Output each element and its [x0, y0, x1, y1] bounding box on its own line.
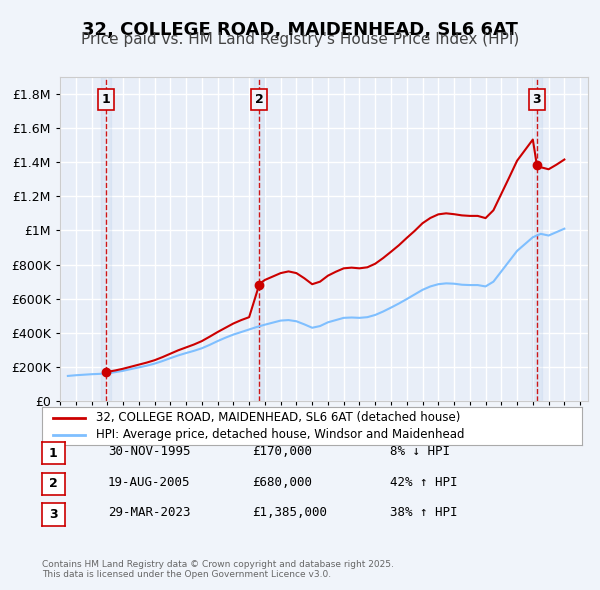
- Text: 19-AUG-2005: 19-AUG-2005: [108, 476, 191, 489]
- Text: 32, COLLEGE ROAD, MAIDENHEAD, SL6 6AT (detached house): 32, COLLEGE ROAD, MAIDENHEAD, SL6 6AT (d…: [96, 411, 460, 424]
- Text: 2: 2: [49, 477, 58, 490]
- Text: 38% ↑ HPI: 38% ↑ HPI: [390, 506, 458, 519]
- Text: 3: 3: [49, 508, 58, 521]
- Text: Price paid vs. HM Land Registry's House Price Index (HPI): Price paid vs. HM Land Registry's House …: [81, 32, 519, 47]
- Bar: [254, 77, 264, 401]
- Text: £680,000: £680,000: [252, 476, 312, 489]
- Text: 1: 1: [49, 447, 58, 460]
- Text: 32, COLLEGE ROAD, MAIDENHEAD, SL6 6AT: 32, COLLEGE ROAD, MAIDENHEAD, SL6 6AT: [82, 21, 518, 39]
- Text: 8% ↓ HPI: 8% ↓ HPI: [390, 445, 450, 458]
- Text: 3: 3: [532, 93, 541, 106]
- Text: 2: 2: [255, 93, 263, 106]
- Text: 1: 1: [101, 93, 110, 106]
- Text: 42% ↑ HPI: 42% ↑ HPI: [390, 476, 458, 489]
- Text: Contains HM Land Registry data © Crown copyright and database right 2025.
This d: Contains HM Land Registry data © Crown c…: [42, 560, 394, 579]
- Text: 29-MAR-2023: 29-MAR-2023: [108, 506, 191, 519]
- Text: 30-NOV-1995: 30-NOV-1995: [108, 445, 191, 458]
- Text: HPI: Average price, detached house, Windsor and Maidenhead: HPI: Average price, detached house, Wind…: [96, 428, 464, 441]
- Bar: [532, 77, 542, 401]
- Bar: [101, 77, 111, 401]
- Text: £170,000: £170,000: [252, 445, 312, 458]
- Text: £1,385,000: £1,385,000: [252, 506, 327, 519]
